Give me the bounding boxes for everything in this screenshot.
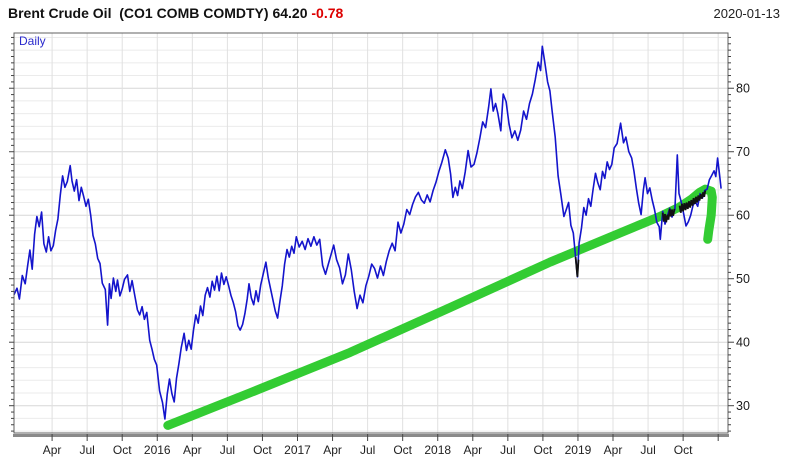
y-tick-label: 50 [736,272,750,286]
price-line-black-overlay [678,190,707,213]
x-tick-label: Oct [113,443,132,457]
x-tick-label: Apr [323,443,342,457]
plot-frame [13,32,729,434]
period-label: Daily [19,34,46,48]
x-tick-label: Oct [674,443,693,457]
y-tick-label: 70 [736,145,750,159]
trendline-annotation [163,184,717,430]
instrument-name: Brent Crude Oil (CO1 COMB COMDTY) [8,5,269,21]
y-tick-label: 40 [736,336,750,350]
x-tick-label: Oct [534,443,553,457]
price-change: -0.78 [311,5,344,21]
x-tick-label: 2016 [144,443,171,457]
x-tick-label: 2018 [424,443,451,457]
last-price: 64.20 [272,5,308,21]
x-tick-label: Jul [79,443,94,457]
x-tick-label: Jul [500,443,515,457]
chart-title: Brent Crude Oil (CO1 COMB COMDTY) 64.20 … [8,5,781,27]
y-tick-label: 80 [736,82,750,96]
price-line-black-overlay [661,208,676,223]
x-tick-label: Jul [640,443,655,457]
y-tick-label: 60 [736,209,750,223]
x-tick-label: Apr [604,443,623,457]
price-line-black-overlay [574,257,580,277]
x-tick-label: 2019 [565,443,592,457]
x-tick-label: Apr [463,443,482,457]
x-tick-label: Jul [220,443,235,457]
x-tick-label: Oct [393,443,412,457]
price-line [13,45,722,420]
y-tick-label: 30 [736,399,750,413]
x-tick-label: Jul [360,443,375,457]
x-tick-label: Apr [183,443,202,457]
x-tick-label: Oct [253,443,272,457]
x-tick-label: 2017 [284,443,311,457]
chart-date: 2020-01-13 [713,6,781,21]
x-tick-label: Apr [43,443,62,457]
